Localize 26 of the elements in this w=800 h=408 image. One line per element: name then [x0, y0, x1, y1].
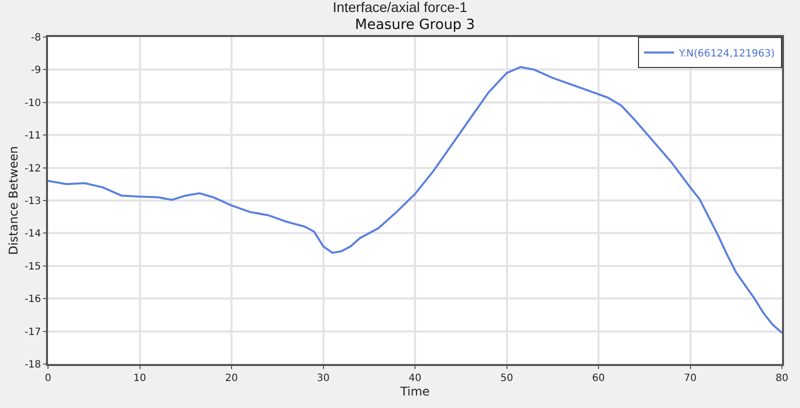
y-tick-label: -10	[24, 98, 41, 109]
x-tick-label: 50	[500, 373, 514, 384]
y-tick-label: -17	[24, 326, 41, 338]
y-tick-label: -13	[24, 196, 41, 207]
chart-title: Interface/axial force-1	[332, 0, 468, 15]
x-tick-label: 60	[592, 373, 605, 384]
y-tick-label: -11	[24, 130, 41, 142]
y-tick-label: -8	[31, 32, 41, 44]
line-series	[48, 66, 782, 334]
y-tick-label: -9	[31, 65, 41, 76]
y-axis-title: Distance Between	[6, 146, 20, 255]
x-axis-title: Time	[399, 384, 430, 398]
x-tick-label: 70	[684, 373, 697, 384]
x-tick-label: 30	[316, 373, 330, 384]
y-tick-label: -15	[24, 261, 41, 272]
x-tick-label: 20	[225, 373, 238, 384]
x-tick-label: 40	[408, 373, 422, 384]
y-tick-label: -18	[24, 360, 41, 370]
y-tick-label: -16	[24, 294, 41, 306]
y-tick-label: -12	[24, 163, 41, 174]
x-tick-label: 10	[133, 373, 146, 384]
chart-subtitle: Measure Group 3	[355, 17, 475, 33]
y-tick-label: -14	[24, 228, 41, 240]
legend-label: Y.N(66124,121963)	[678, 48, 775, 60]
x-tick-label: 0	[44, 373, 52, 384]
x-tick-label: 80	[776, 373, 788, 384]
